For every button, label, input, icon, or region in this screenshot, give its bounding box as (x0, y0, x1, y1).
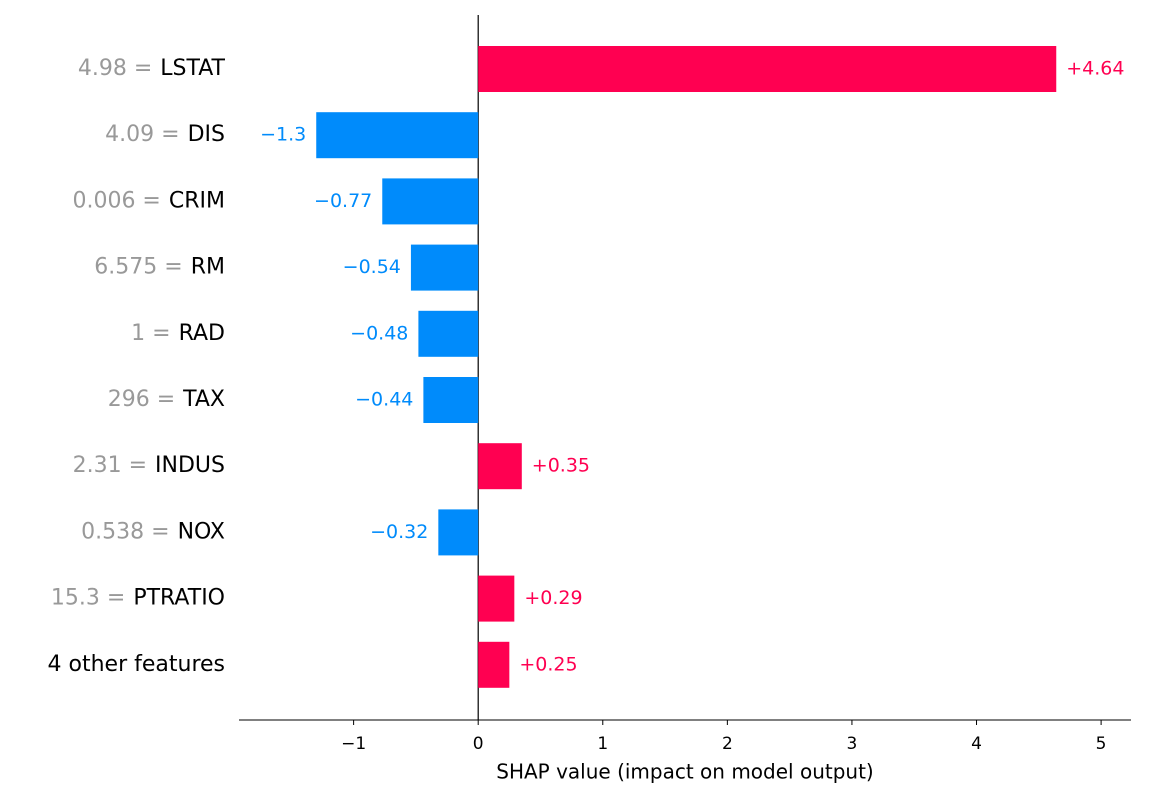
feature-value: 4.98 = (78, 56, 152, 81)
category-label: 4.98 = LSTAT (78, 56, 226, 81)
feature-value: 0.538 = (81, 519, 169, 544)
value-label: +4.64 (1066, 58, 1124, 80)
feature-name: TAX (182, 387, 225, 412)
category-label: 4.09 = DIS (105, 122, 225, 147)
feature-name: PTRATIO (133, 586, 225, 611)
feature-value: 15.3 = (51, 586, 125, 611)
feature-value: 1 = (131, 321, 170, 346)
value-label: −0.44 (355, 389, 413, 411)
x-tick-label: 3 (847, 734, 858, 754)
bar (478, 46, 1057, 92)
feature-name: CRIM (169, 188, 225, 213)
category-label: 0.006 = CRIM (72, 188, 225, 213)
feature-name: INDUS (155, 453, 225, 478)
feature-name: LSTAT (160, 56, 225, 81)
x-tick-label: 4 (971, 734, 982, 754)
bar (478, 641, 510, 688)
feature-name: RAD (179, 321, 225, 346)
value-label: +0.35 (532, 455, 590, 477)
x-tick-label: 0 (473, 734, 484, 754)
category-label: 4 other features (48, 652, 225, 677)
feature-value: 296 = (108, 387, 175, 412)
feature-name: 4 other features (48, 652, 225, 677)
category-label: 2.31 = INDUS (73, 453, 225, 478)
bar (382, 178, 479, 225)
x-tick-label: 2 (722, 734, 733, 754)
feature-value: 4.09 = (105, 122, 179, 147)
value-label: −0.77 (314, 190, 372, 212)
category-label: 6.575 = RM (94, 255, 225, 280)
category-label: 296 = TAX (108, 387, 225, 412)
value-label: −0.32 (370, 521, 428, 543)
value-label: +0.29 (524, 587, 582, 609)
feature-value: 6.575 = (94, 255, 182, 280)
bar (478, 575, 515, 622)
value-label: −0.54 (343, 256, 401, 278)
x-axis-label: SHAP value (impact on model output) (496, 760, 873, 784)
feature-name: DIS (188, 122, 225, 147)
category-label: 0.538 = NOX (81, 519, 225, 544)
x-tick-label: −1 (341, 734, 366, 754)
x-tick-label: 5 (1096, 734, 1107, 754)
category-label: 15.3 = PTRATIO (51, 586, 225, 611)
feature-value: 2.31 = (73, 453, 147, 478)
bar (423, 377, 479, 423)
value-label: −0.48 (350, 322, 408, 344)
category-label: 1 = RAD (131, 321, 225, 346)
bar (316, 112, 479, 159)
value-label: −1.3 (260, 124, 306, 146)
bar (418, 310, 479, 357)
x-tick-label: 1 (597, 734, 608, 754)
bar (438, 509, 479, 556)
bar (410, 244, 479, 291)
feature-name: NOX (178, 519, 225, 544)
feature-name: RM (191, 255, 225, 280)
feature-value: 0.006 = (72, 188, 160, 213)
value-label: +0.25 (519, 653, 577, 675)
bar (478, 443, 522, 490)
